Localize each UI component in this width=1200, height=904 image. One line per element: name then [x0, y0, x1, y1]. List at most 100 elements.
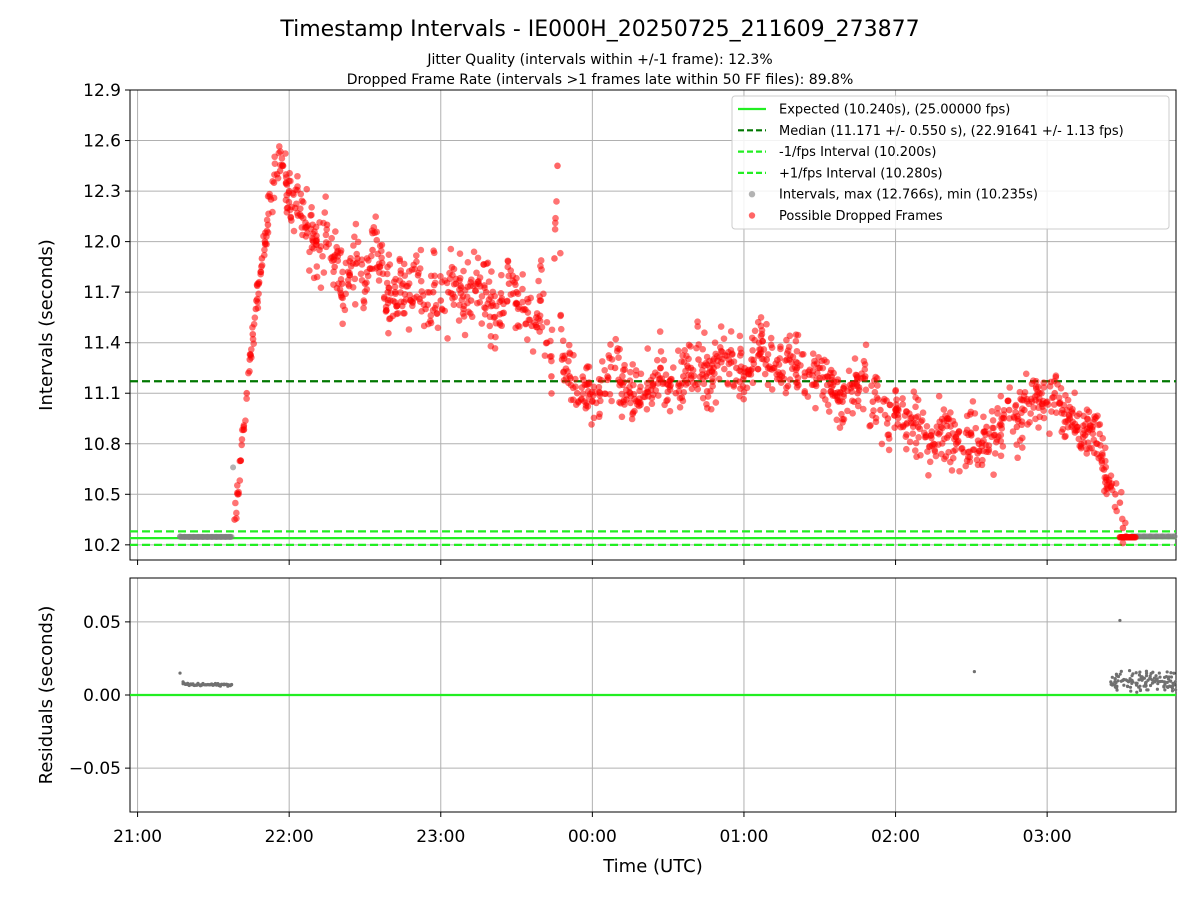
dropped-cloud-point-841 [313, 273, 321, 281]
dropped-cloud-point-822 [294, 172, 301, 180]
legend-label-1: Median (11.171 +/- 0.550 s), (22.91641 +… [779, 124, 1124, 139]
dropped-cloud-point-932 [1052, 409, 1060, 416]
dropped-cloud-point-827 [928, 434, 935, 442]
dropped-cloud-point-819 [339, 268, 346, 276]
dropped-cloud-point-1241 [737, 363, 745, 370]
dropped-cloud-point-858 [629, 409, 637, 416]
dropped-cloud-point-594 [427, 272, 435, 280]
dropped-cloud-point-1050 [949, 454, 957, 462]
dropped-cloud-point-1206 [248, 346, 255, 353]
dropped-cloud-point-501 [1035, 424, 1042, 431]
dropped-cloud-point-1008 [860, 357, 868, 365]
dropped-cloud-point-80 [1101, 444, 1109, 452]
dropped-cloud-point-887 [282, 196, 290, 204]
legend-marker-5 [748, 212, 756, 219]
dropped-cloud-point-1350 [997, 431, 1005, 439]
dropped-cloud-point-780 [456, 286, 463, 293]
residual-end-point-76 [1143, 684, 1148, 688]
dropped-cloud-point-368 [390, 297, 397, 305]
dropped-cloud-point-1028 [322, 243, 330, 251]
dropped-cloud-point-970 [320, 269, 328, 276]
dropped-cloud-point-128 [297, 205, 304, 213]
dropped-cloud-point-980 [794, 331, 802, 339]
dropped-cloud-point-1359 [1105, 479, 1113, 486]
dropped-cloud-point-1011 [372, 213, 379, 220]
residual-end-point-42 [1154, 674, 1158, 678]
residual-end-point-32 [1131, 672, 1135, 676]
dropped-cloud-point-1263 [997, 452, 1005, 460]
dropped-cloud-point-178 [579, 390, 587, 397]
dropped-cloud-point-1253 [1004, 397, 1012, 405]
residual-end-point-49 [1135, 690, 1139, 694]
dropped-cloud-point-1349 [299, 214, 307, 222]
dropped-cloud-point-79 [322, 193, 329, 200]
dropped-cloud-point-198 [838, 410, 845, 418]
intervals-ytick-label-2: 10.8 [83, 435, 121, 455]
dropped-cloud-point-638 [1009, 428, 1017, 435]
dropped-cloud-point-898 [1119, 539, 1127, 547]
intervals-ytick-label-6: 12.0 [83, 233, 121, 253]
dropped-cloud-point-671 [711, 370, 718, 377]
residual-end-point-21 [1169, 675, 1174, 679]
dropped-cloud-point-936 [844, 407, 851, 415]
dropped-cloud-point-997 [1061, 433, 1069, 441]
dropped-cloud-point-1160 [381, 295, 388, 302]
dropped-cloud-point-1354 [383, 270, 391, 278]
dropped-cloud-point-644 [303, 185, 311, 193]
intervals-ytick-label-5: 11.7 [83, 283, 121, 303]
dropped-cloud-point-357 [313, 263, 321, 270]
residual-end-point-17 [1146, 678, 1150, 682]
dropped-cloud-point-1058 [628, 415, 636, 423]
dropped-cloud-point-809 [319, 252, 326, 260]
dropped-cloud-point-304 [666, 407, 674, 415]
dropped-cloud-point-964 [1017, 395, 1024, 403]
dropped-cloud-point-918 [720, 335, 728, 342]
dropped-cloud-point-1396 [536, 293, 543, 300]
dropped-cloud-point-1085 [880, 398, 887, 405]
dropped-cloud-point-397 [607, 341, 614, 348]
dropped-cloud-point-1301 [894, 420, 902, 428]
dropped-cloud-point-799 [649, 382, 657, 390]
dropped-cloud-point-307 [1040, 379, 1048, 386]
dropped-cloud-point-763 [496, 310, 504, 318]
dropped-cloud-point-1383 [744, 367, 752, 374]
dropped-cloud-point-815 [447, 245, 455, 253]
residuals-xtick-label-1: 22:00 [265, 827, 314, 847]
intervals-ylabel: Intervals (seconds) [36, 239, 57, 411]
residual-end-point-66 [1169, 671, 1173, 675]
dropped-cloud-point-1239 [433, 310, 441, 317]
dropped-cloud-point-1143 [430, 249, 438, 257]
dropped-cloud-point-458 [703, 388, 711, 395]
dropped-cloud-point-1146 [932, 452, 940, 460]
dropped-cloud-point-385 [354, 238, 362, 246]
dropped-cloud-point-855 [370, 223, 378, 231]
residual-end-point-101 [1168, 679, 1172, 683]
dropped-cloud-point-1144 [627, 399, 634, 407]
dropped-cloud-point-567 [926, 458, 934, 466]
dropped-cloud-point-1372 [236, 457, 244, 465]
dropped-cloud-point-996 [914, 396, 922, 404]
dropped-cloud-point-308 [925, 471, 932, 479]
dropped-cloud-point-1133 [605, 352, 613, 359]
dropped-cloud-point-425 [478, 293, 486, 300]
residual-end-point-82 [1118, 672, 1122, 676]
dropped-cloud-point-1398 [657, 348, 665, 355]
dropped-cloud-point-389 [271, 171, 278, 178]
dropped-cloud-point-1115 [956, 467, 963, 475]
residual-band-point-39 [229, 682, 234, 687]
dropped-cloud-point-484 [424, 288, 431, 296]
dropped-cloud-point-1184 [328, 257, 336, 265]
dropped-cloud-point-494 [881, 411, 889, 419]
dropped-cloud-point-825 [233, 482, 241, 489]
dropped-cloud-point-1135 [840, 393, 847, 400]
dropped-cloud-point-141 [862, 386, 870, 394]
dropped-cloud-point-1218 [312, 223, 320, 231]
legend-marker-4 [748, 191, 756, 198]
dropped-cloud-point-724 [1071, 389, 1078, 397]
dropped-cloud-point-89 [812, 404, 819, 412]
intervals-frame [129, 89, 1177, 561]
dropped-cloud-point-963 [360, 299, 368, 306]
dropped-cloud-point-924 [399, 302, 406, 310]
dropped-cloud-point-188 [383, 279, 391, 287]
dropped-point-15 [276, 167, 284, 175]
